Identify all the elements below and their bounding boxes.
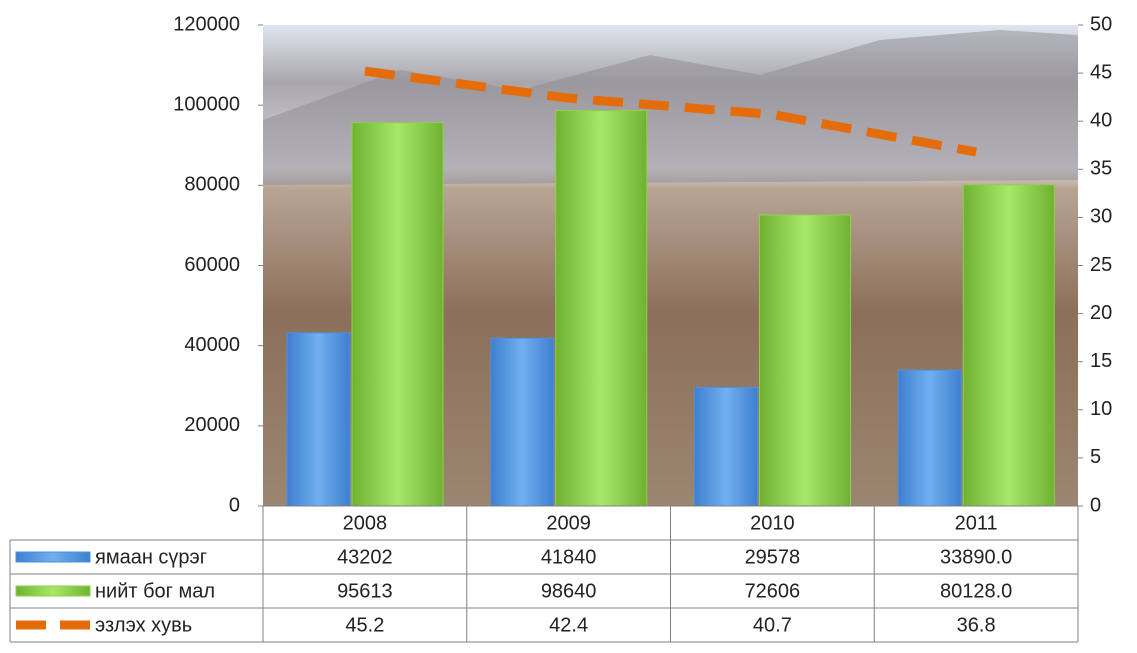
legend-key — [16, 586, 90, 596]
legend-label: нийт бог мал — [95, 580, 215, 602]
y-tick-label: 120000 — [173, 13, 240, 35]
data-label: 80128.0 — [940, 580, 1012, 602]
y2-tick-label: 15 — [1090, 350, 1112, 372]
x-tick-label: 2009 — [546, 512, 591, 534]
data-label: 36.8 — [957, 614, 996, 636]
y-tick-label: 60000 — [184, 254, 240, 276]
y2-tick-label: 20 — [1090, 302, 1112, 324]
data-label: 72606 — [745, 580, 801, 602]
data-label: 43202 — [337, 546, 393, 568]
legend-label: ямаан сүрэг — [95, 546, 207, 568]
data-label: 45.2 — [345, 614, 384, 636]
legend-key — [16, 552, 90, 562]
y-tick-label: 80000 — [184, 174, 240, 196]
y2-tick-label: 40 — [1090, 109, 1112, 131]
y2-tick-label: 45 — [1090, 61, 1112, 83]
y2-tick-label: 0 — [1090, 494, 1101, 516]
bar — [760, 215, 851, 506]
y-tick-label: 20000 — [184, 414, 240, 436]
bar — [287, 333, 350, 506]
bar — [556, 111, 647, 506]
x-tick-label: 2010 — [750, 512, 795, 534]
y2-tick-label: 5 — [1090, 446, 1101, 468]
chart: 0 20000 40000 60000 80000 100000 120000 0 5 10 15 2… — [0, 0, 1137, 653]
data-label: 29578 — [745, 546, 801, 568]
y-tick-label: 0 — [229, 494, 240, 516]
data-label: 42.4 — [549, 614, 588, 636]
data-label: 40.7 — [753, 614, 792, 636]
y2-tick-label: 10 — [1090, 398, 1112, 420]
x-tick-label: 2008 — [343, 512, 388, 534]
y-tick-label: 100000 — [173, 93, 240, 115]
bar — [695, 387, 758, 506]
data-label: 98640 — [541, 580, 597, 602]
bar — [963, 185, 1054, 506]
legend-label: эзлэх хувь — [95, 614, 192, 636]
x-tick-label: 2011 — [955, 512, 998, 534]
y2-tick-label: 30 — [1090, 206, 1112, 228]
y-tick-label: 40000 — [184, 334, 240, 356]
y2-tick-label: 35 — [1090, 158, 1112, 180]
y2-tick-label: 25 — [1090, 254, 1112, 276]
data-label: 95613 — [337, 580, 393, 602]
bar — [898, 370, 961, 506]
data-label: 33890.0 — [940, 546, 1012, 568]
data-label: 41840 — [541, 546, 597, 568]
y2-tick-label: 50 — [1090, 13, 1112, 35]
bar — [352, 123, 443, 506]
bar — [491, 338, 554, 506]
